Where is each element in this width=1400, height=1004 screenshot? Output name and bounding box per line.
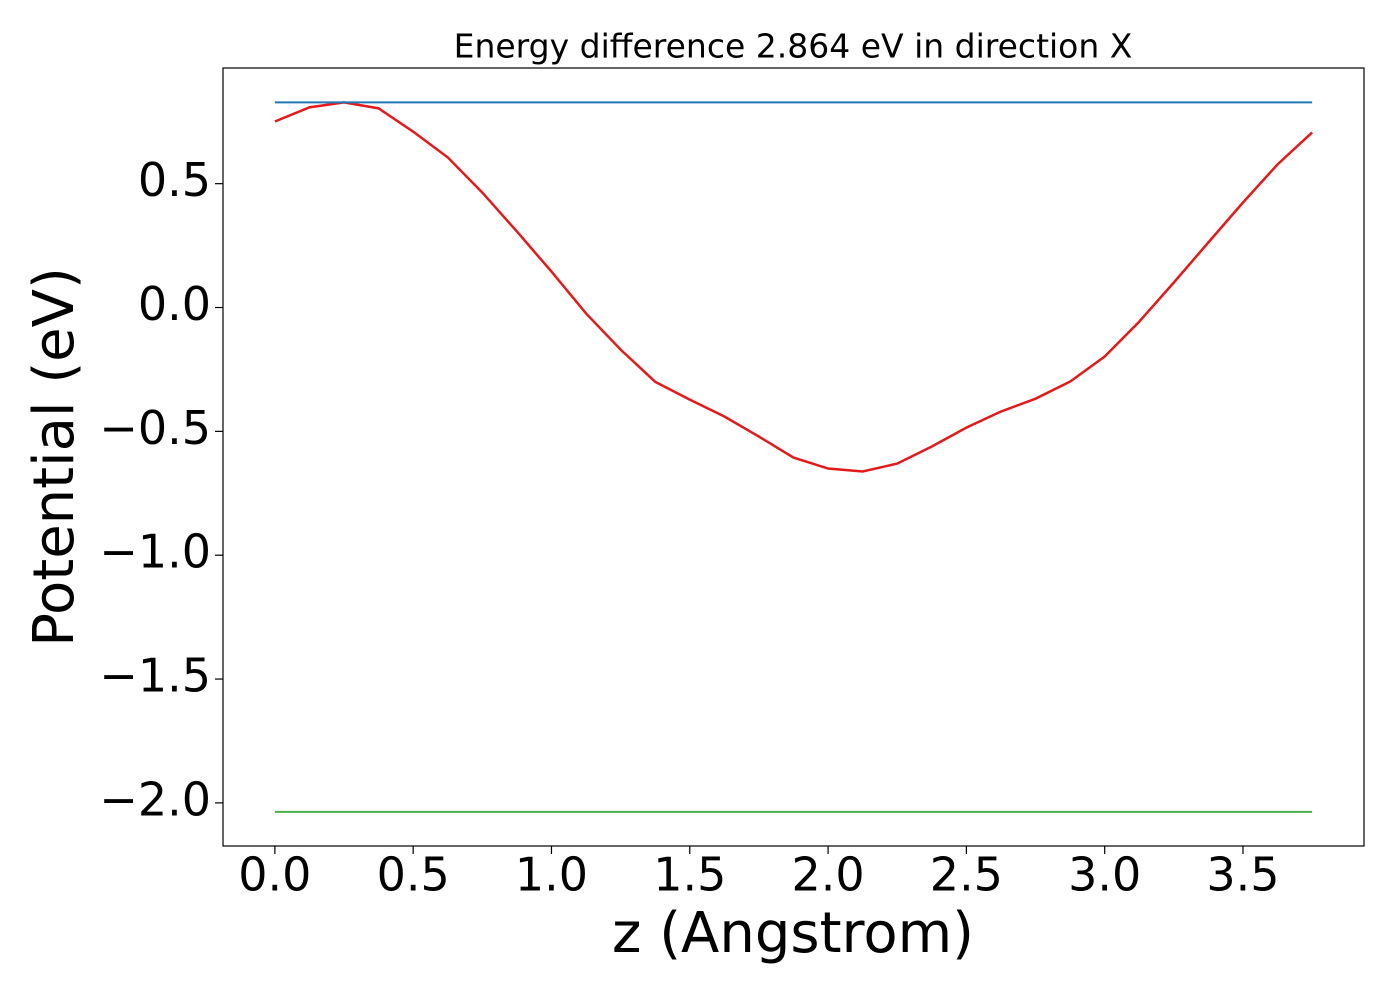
x-tick-label: 2.5 xyxy=(930,848,1003,902)
y-axis-label: Potential (eV) xyxy=(22,267,87,647)
chart-title: Energy difference 2.864 eV in direction … xyxy=(454,27,1133,66)
line-series xyxy=(274,101,1313,473)
y-tick-label: −0.5 xyxy=(99,401,211,455)
plot-frame xyxy=(222,67,1365,847)
x-axis-label: z (Angstrom) xyxy=(612,901,974,966)
x-tick-label: 0.0 xyxy=(238,848,311,902)
y-tick-label: −1.5 xyxy=(99,649,211,703)
x-tick-label: 1.5 xyxy=(653,848,726,902)
y-tick-label: 0.0 xyxy=(138,277,211,331)
x-tick-label: 3.5 xyxy=(1206,848,1279,902)
y-tick-label: −1.0 xyxy=(99,525,211,579)
y-tick-label: −2.0 xyxy=(99,772,211,826)
x-tick-label: 0.5 xyxy=(377,848,450,902)
x-tick-label: 2.0 xyxy=(791,848,864,902)
x-tick-label: 3.0 xyxy=(1068,848,1141,902)
y-tick-label: 0.5 xyxy=(138,153,211,207)
x-tick-label: 1.0 xyxy=(515,848,588,902)
